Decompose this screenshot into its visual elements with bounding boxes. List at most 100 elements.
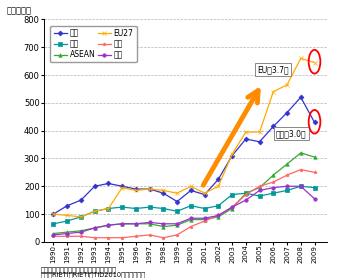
EU27: [52, 212, 56, 216]
韓国: [161, 236, 165, 239]
韓国: [203, 219, 207, 223]
日本: [299, 96, 303, 99]
EU27: [257, 130, 262, 134]
Line: 韓国: 韓国: [52, 168, 316, 239]
日本: [189, 189, 193, 192]
ASEAN: [65, 230, 69, 234]
米国: [161, 207, 165, 210]
ASEAN: [52, 232, 56, 235]
日本: [285, 111, 289, 114]
米国: [79, 215, 83, 219]
ASEAN: [161, 225, 165, 228]
Text: EU：3.7倍: EU：3.7倍: [257, 65, 288, 74]
韓国: [175, 233, 179, 237]
EU27: [106, 207, 111, 210]
EU27: [161, 189, 165, 192]
Text: 日本：3.0倍: 日本：3.0倍: [276, 129, 307, 138]
日本: [312, 121, 316, 124]
台湾: [106, 224, 111, 227]
日本: [93, 185, 97, 188]
EU27: [230, 153, 234, 156]
Text: （億ドル）: （億ドル）: [7, 6, 32, 15]
韓国: [79, 235, 83, 238]
Line: 米国: 米国: [52, 185, 316, 225]
Legend: 日本, 米国, ASEAN, EU27, 韓国, 台湾: 日本, 米国, ASEAN, EU27, 韓国, 台湾: [51, 26, 136, 63]
韓国: [216, 214, 220, 217]
日本: [257, 140, 262, 143]
韓国: [52, 235, 56, 238]
台湾: [189, 217, 193, 220]
日本: [52, 212, 56, 216]
米国: [271, 192, 275, 195]
米国: [120, 205, 124, 209]
台湾: [230, 205, 234, 209]
Line: 台湾: 台湾: [52, 185, 316, 237]
日本: [65, 204, 69, 207]
EU27: [312, 61, 316, 64]
台湾: [271, 186, 275, 189]
EU27: [285, 83, 289, 86]
台湾: [120, 222, 124, 225]
韓国: [93, 236, 97, 239]
ASEAN: [120, 222, 124, 225]
ASEAN: [244, 192, 248, 195]
台湾: [79, 230, 83, 234]
ASEAN: [299, 151, 303, 155]
米国: [244, 192, 248, 195]
日本: [106, 182, 111, 185]
韓国: [189, 225, 193, 228]
米国: [65, 219, 69, 223]
日本: [203, 193, 207, 196]
日本: [175, 200, 179, 203]
EU27: [148, 187, 152, 191]
米国: [285, 189, 289, 192]
ASEAN: [148, 222, 152, 225]
EU27: [65, 214, 69, 217]
台湾: [244, 198, 248, 202]
Line: 日本: 日本: [52, 96, 316, 216]
韓国: [106, 236, 111, 239]
EU27: [79, 215, 83, 219]
EU27: [120, 186, 124, 189]
韓国: [244, 193, 248, 196]
Line: ASEAN: ASEAN: [52, 151, 316, 235]
台湾: [299, 185, 303, 188]
米国: [230, 193, 234, 196]
米国: [216, 204, 220, 207]
韓国: [285, 173, 289, 177]
台湾: [285, 185, 289, 188]
米国: [175, 210, 179, 213]
ASEAN: [271, 173, 275, 177]
日本: [271, 125, 275, 128]
韓国: [134, 235, 138, 238]
韓国: [230, 205, 234, 209]
Text: 備考：輸出先としての中国は香港を含む。: 備考：輸出先としての中国は香港を含む。: [40, 266, 117, 273]
台湾: [148, 221, 152, 224]
米国: [52, 222, 56, 225]
米国: [148, 205, 152, 209]
台湾: [134, 222, 138, 225]
台湾: [52, 233, 56, 237]
米国: [312, 186, 316, 189]
EU27: [216, 185, 220, 188]
日本: [79, 198, 83, 202]
韓国: [257, 185, 262, 188]
EU27: [189, 185, 193, 188]
米国: [106, 207, 111, 210]
EU27: [244, 130, 248, 134]
ASEAN: [106, 224, 111, 227]
ASEAN: [79, 229, 83, 232]
台湾: [216, 214, 220, 217]
台湾: [65, 232, 69, 235]
米国: [257, 194, 262, 198]
日本: [216, 178, 220, 181]
ASEAN: [175, 224, 179, 227]
日本: [134, 187, 138, 191]
米国: [299, 185, 303, 188]
米国: [203, 207, 207, 210]
EU27: [203, 192, 207, 195]
ASEAN: [189, 218, 193, 221]
ASEAN: [285, 162, 289, 166]
日本: [120, 185, 124, 188]
ASEAN: [312, 155, 316, 159]
